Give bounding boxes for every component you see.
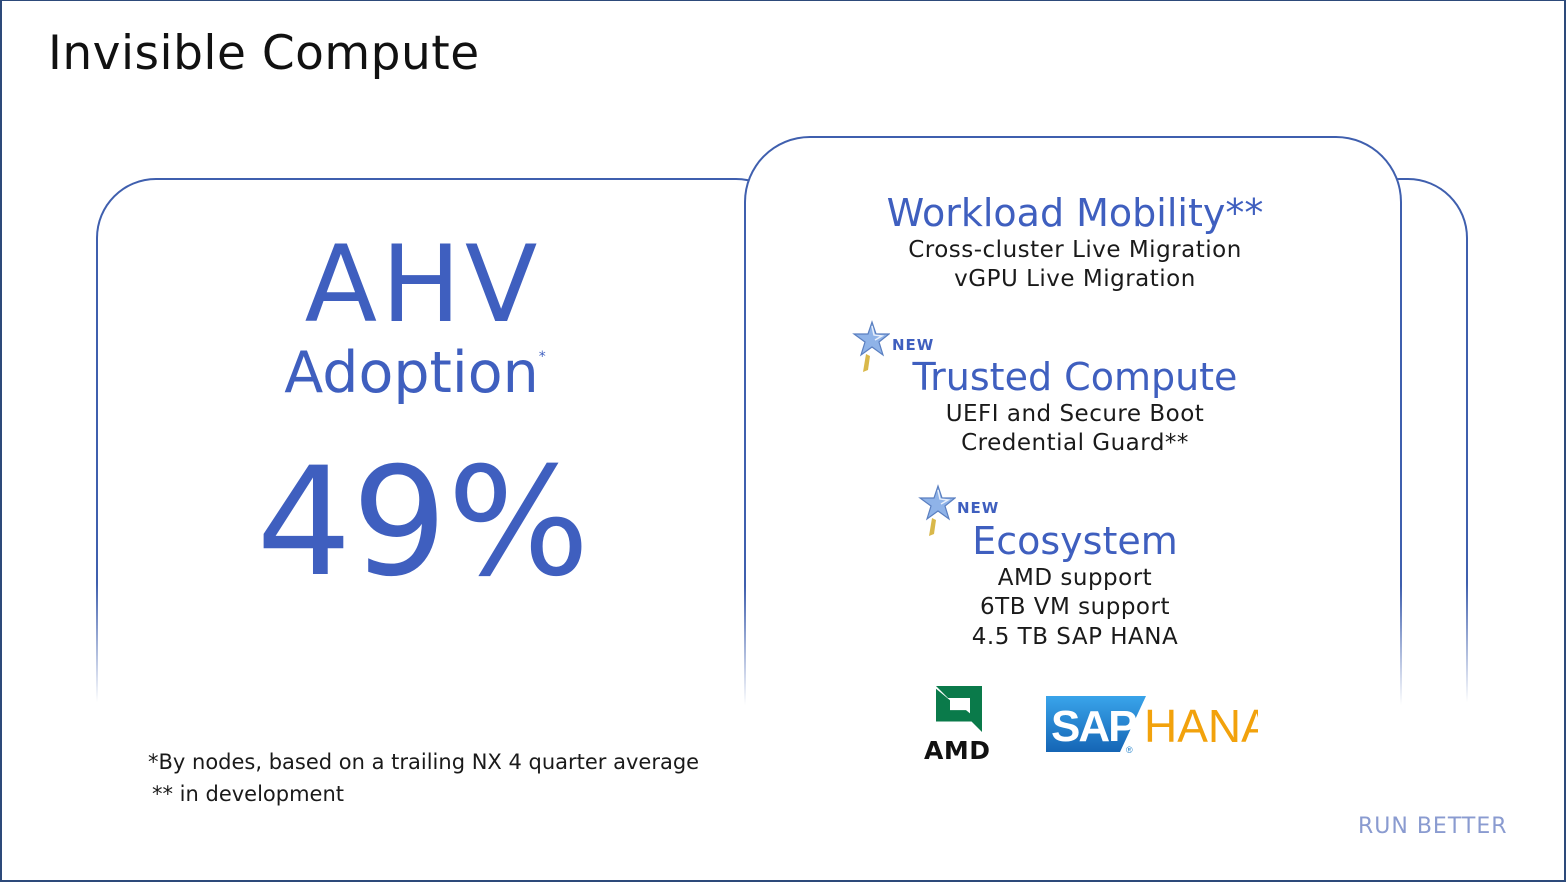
footnote-nodes: *By nodes, based on a trailing NX 4 quar… [148,750,700,774]
new-star-icon [852,320,890,372]
adoption-heading: Adoption* [230,342,600,405]
section-workload-mobility: Workload Mobility** Cross-cluster Live M… [790,191,1360,295]
section-heading: Ecosystem [972,519,1178,563]
section-line: UEFI and Secure Boot [945,400,1205,427]
ahv-adoption-panel [95,178,797,723]
section-heading: Workload Mobility** [886,191,1264,235]
adoption-percentage: 49% [256,436,590,610]
sap-hana-logo: SAP ® HANA [1046,696,1258,755]
amd-logo-icon [936,686,982,732]
hana-logo-text: HANA [1144,700,1258,752]
section-line: Credential Guard** [961,430,1189,457]
brand-tagline: RUN BETTER [1358,814,1508,839]
adoption-label: Adoption [284,340,539,406]
new-badge: NEW [892,336,935,354]
adoption-footnote-mark: * [538,349,546,365]
sap-logo-text: SAP [1051,702,1136,751]
section-line: vGPU Live Migration [954,266,1196,293]
ahv-heading: AHV [304,223,542,346]
features-panel [743,136,1403,726]
svg-text:®: ® [1126,745,1133,755]
slide-title: Invisible Compute [48,26,480,81]
section-heading: Trusted Compute [912,355,1238,399]
section-trusted-compute: Trusted Compute UEFI and Secure Boot Cre… [790,355,1360,459]
new-star-icon [918,484,956,536]
amd-logo-text: AMD [924,736,991,765]
new-badge: NEW [957,499,1000,517]
section-line: 6TB VM support [980,594,1170,621]
section-line: Cross-cluster Live Migration [908,236,1242,263]
section-line: AMD support [997,564,1153,591]
section-line: 4.5 TB SAP HANA [971,623,1179,650]
footnote-in-development: ** in development [152,782,345,806]
section-ecosystem: Ecosystem AMD support 6TB VM support 4.5… [790,519,1360,652]
